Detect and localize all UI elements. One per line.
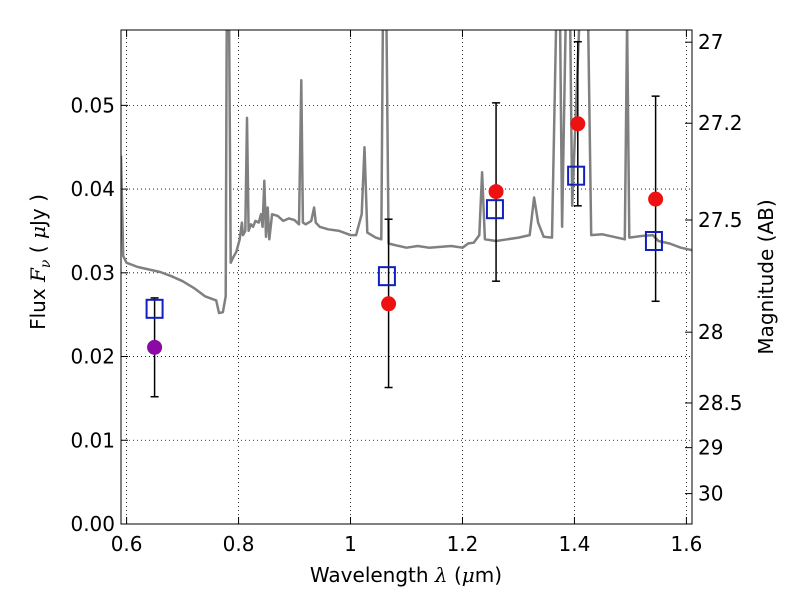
y2-tick-label: 28.5 bbox=[698, 391, 743, 415]
x-tick-label: 0.6 bbox=[111, 532, 143, 556]
y2-tick-label: 27.2 bbox=[698, 111, 743, 135]
y-tick-label: 0.01 bbox=[70, 428, 115, 452]
axis-ticks: 0.6 0.8 1 1.2 1.4 1.6 0.00 0.01 0.02 0.03 0.04 0.05… bbox=[70, 30, 743, 556]
y2-tick-label: 29 bbox=[698, 436, 723, 460]
plot-frame bbox=[120, 29, 693, 525]
y-tick-label: 0.04 bbox=[70, 177, 115, 201]
model-point bbox=[485, 199, 504, 220]
data-point bbox=[648, 191, 664, 207]
x-tick-label: 1 bbox=[344, 532, 357, 556]
x-tick-label: 1.2 bbox=[447, 532, 479, 556]
y-tick-label: 0.05 bbox=[70, 93, 115, 117]
data-point bbox=[488, 184, 504, 200]
y2-axis-title: Magnitude (AB) bbox=[754, 199, 778, 354]
model-point bbox=[377, 266, 396, 287]
model-point bbox=[145, 298, 164, 319]
data-point bbox=[147, 339, 163, 355]
x-axis-title: Wavelength λ (μm) bbox=[310, 563, 502, 587]
spectrum-line bbox=[121, 30, 692, 315]
y2-tick-label: 27.5 bbox=[698, 208, 743, 232]
y2-tick-label: 27 bbox=[698, 30, 723, 54]
model-point bbox=[644, 230, 663, 251]
y-tick-label: 0.02 bbox=[70, 345, 115, 369]
grid bbox=[121, 30, 692, 525]
x-tick-label: 1.4 bbox=[559, 532, 591, 556]
y-axis-title: Flux Fν ( μJy ) bbox=[26, 194, 54, 330]
data-point bbox=[381, 296, 397, 312]
y-tick-label: 0.03 bbox=[70, 261, 115, 285]
model-point bbox=[567, 165, 586, 186]
data-markers bbox=[145, 116, 664, 355]
model-spectrum bbox=[121, 30, 692, 315]
y-tick-label: 0.00 bbox=[70, 512, 115, 536]
x-tick-label: 0.8 bbox=[223, 532, 255, 556]
data-point bbox=[570, 116, 586, 132]
y2-tick-label: 28 bbox=[698, 320, 723, 344]
y2-tick-label: 30 bbox=[698, 482, 723, 506]
x-tick-label: 1.6 bbox=[670, 532, 702, 556]
